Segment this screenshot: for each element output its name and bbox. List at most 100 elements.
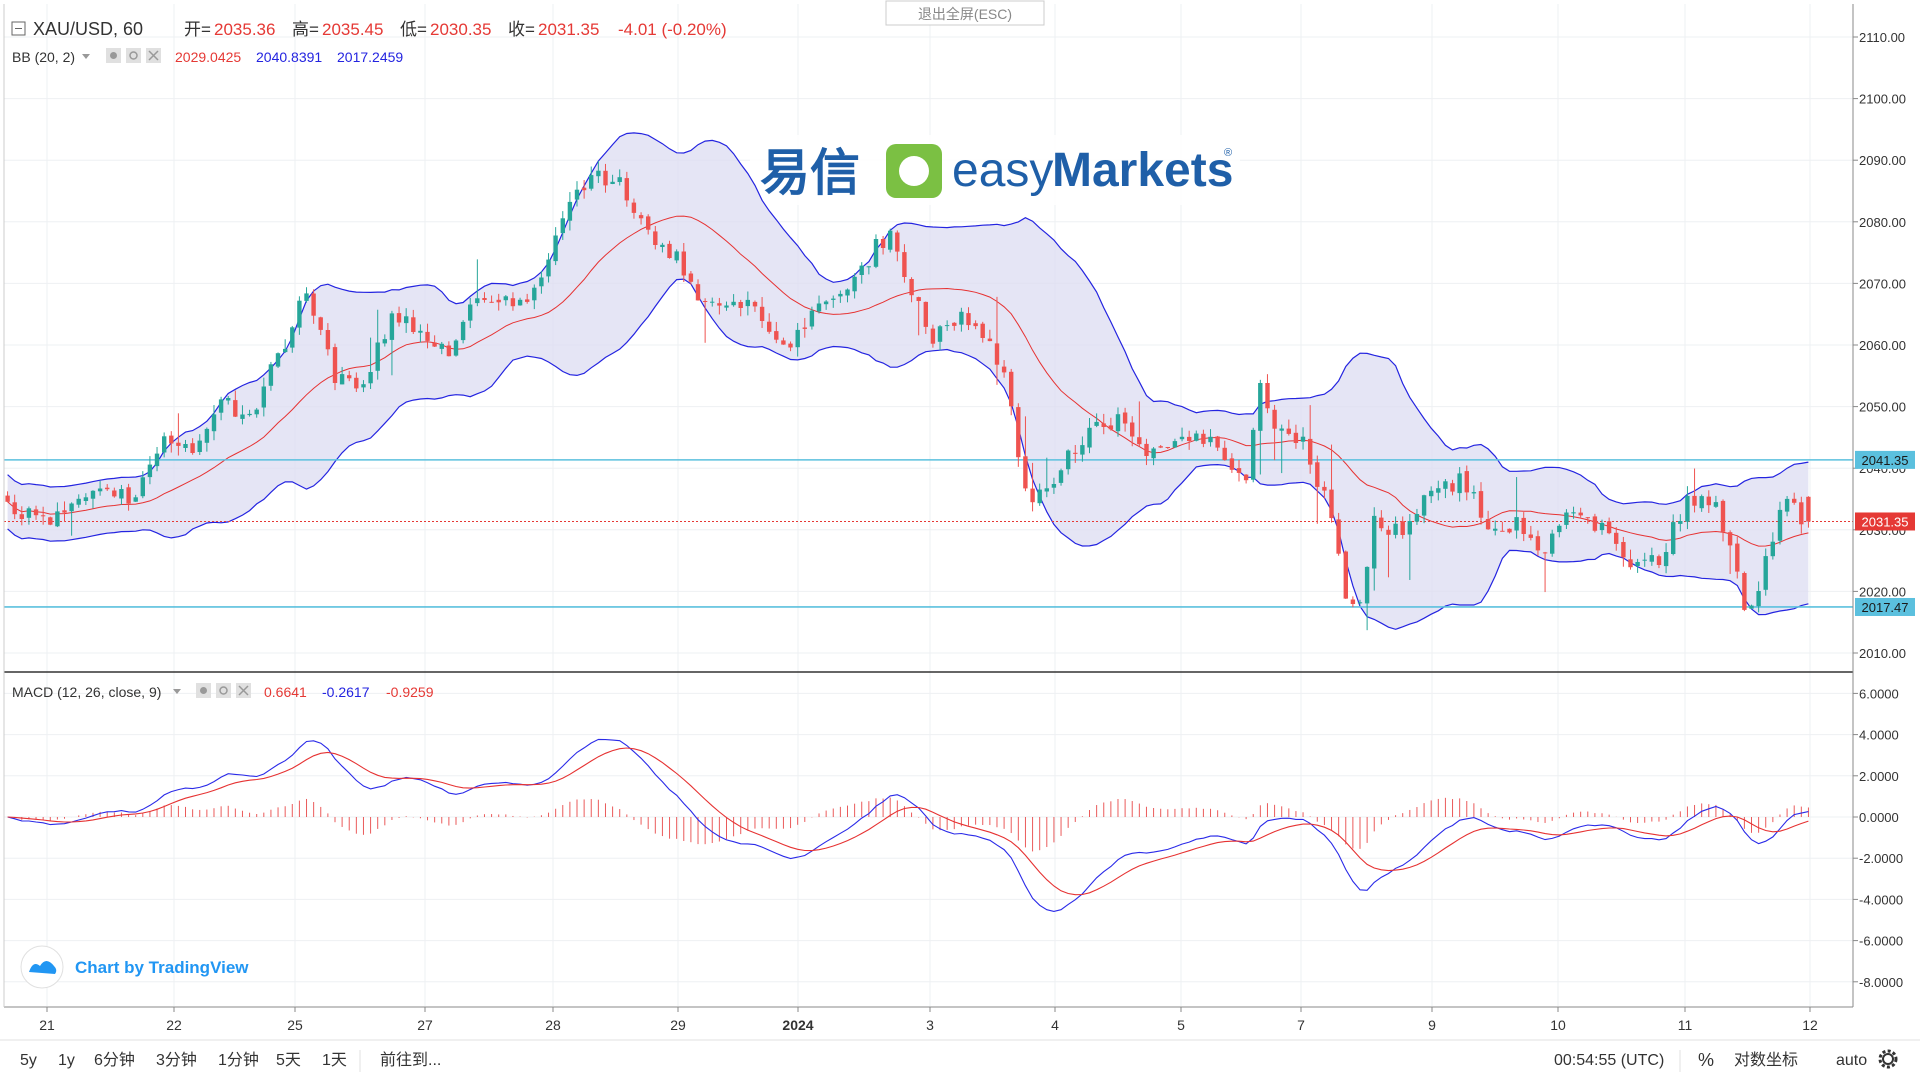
- candle[interactable]: [510, 292, 516, 311]
- candle[interactable]: [916, 296, 921, 336]
- candle[interactable]: [1592, 513, 1598, 533]
- candle[interactable]: [1001, 360, 1007, 378]
- candle[interactable]: [1713, 495, 1719, 508]
- candle[interactable]: [994, 296, 1000, 385]
- candle[interactable]: [1421, 494, 1427, 524]
- candle[interactable]: [653, 226, 658, 250]
- candle[interactable]: [1749, 604, 1754, 609]
- candle[interactable]: [1016, 403, 1021, 467]
- candle[interactable]: [1315, 455, 1320, 524]
- candle[interactable]: [112, 487, 117, 498]
- candle[interactable]: [1258, 379, 1263, 475]
- candle[interactable]: [1763, 548, 1768, 596]
- candle[interactable]: [1073, 445, 1078, 463]
- macd-settings-icon[interactable]: [216, 683, 231, 698]
- candle[interactable]: [339, 366, 345, 385]
- candle[interactable]: [767, 313, 772, 334]
- candle[interactable]: [90, 490, 96, 509]
- candle[interactable]: [1265, 374, 1270, 414]
- candle[interactable]: [1108, 417, 1114, 431]
- candle[interactable]: [909, 277, 914, 303]
- candle[interactable]: [482, 292, 487, 303]
- tradingview-credit-text[interactable]: Chart by TradingView: [75, 958, 249, 977]
- candle[interactable]: [1436, 480, 1441, 501]
- candle[interactable]: [1080, 436, 1085, 462]
- candle[interactable]: [1058, 468, 1064, 486]
- candle[interactable]: [1784, 496, 1790, 517]
- candle[interactable]: [475, 259, 480, 307]
- macd-axis[interactable]: 6.0000 4.0000 2.0000 0.0000 -2.0000 -4.0000 -6…: [1853, 686, 1903, 990]
- candle[interactable]: [233, 390, 238, 418]
- candle[interactable]: [1293, 424, 1299, 449]
- candle[interactable]: [1507, 528, 1512, 534]
- candle[interactable]: [1578, 507, 1583, 518]
- candle[interactable]: [154, 446, 160, 472]
- candle[interactable]: [546, 253, 551, 283]
- candle[interactable]: [76, 494, 81, 508]
- candle[interactable]: [1386, 525, 1391, 578]
- candle[interactable]: [1706, 490, 1711, 513]
- candle[interactable]: [831, 295, 836, 308]
- candle[interactable]: [738, 299, 743, 317]
- candle[interactable]: [638, 212, 644, 225]
- candle[interactable]: [980, 321, 985, 343]
- candle[interactable]: [937, 325, 943, 351]
- candle[interactable]: [1329, 444, 1334, 523]
- candle[interactable]: [1521, 512, 1526, 542]
- candle[interactable]: [190, 438, 195, 455]
- candle[interactable]: [1009, 368, 1014, 416]
- candle[interactable]: [1187, 430, 1192, 450]
- candle[interactable]: [411, 309, 416, 334]
- candle[interactable]: [503, 295, 508, 306]
- candle[interactable]: [1542, 551, 1548, 593]
- candle[interactable]: [823, 300, 829, 310]
- candle[interactable]: [902, 244, 907, 283]
- candle[interactable]: [895, 230, 900, 262]
- candle[interactable]: [1279, 424, 1284, 474]
- candle[interactable]: [1308, 405, 1313, 474]
- candle[interactable]: [1094, 413, 1099, 428]
- candle[interactable]: [26, 506, 32, 525]
- candle[interactable]: [724, 301, 729, 311]
- candle[interactable]: [1493, 520, 1498, 536]
- candle[interactable]: [453, 339, 459, 357]
- candle[interactable]: [1179, 427, 1185, 442]
- candle[interactable]: [197, 434, 202, 455]
- candle[interactable]: [1699, 494, 1704, 512]
- candle[interactable]: [702, 298, 708, 343]
- candle[interactable]: [525, 293, 530, 304]
- candle[interactable]: [446, 341, 452, 357]
- macd-indicator[interactable]: [7, 738, 1809, 912]
- candle[interactable]: [247, 409, 252, 417]
- candle[interactable]: [560, 211, 565, 240]
- candle[interactable]: [290, 325, 295, 353]
- candle[interactable]: [12, 494, 17, 520]
- exit-fullscreen-button[interactable]: 退出全屏(ESC): [885, 0, 1045, 26]
- candle[interactable]: [1165, 446, 1170, 449]
- exit-fullscreen-box[interactable]: [885, 0, 1045, 26]
- candle[interactable]: [695, 279, 701, 301]
- time-axis[interactable]: 21 22 25 27 28 29 2024 3 4 5 7 9 10 11 12: [39, 1007, 1818, 1033]
- candle[interactable]: [567, 192, 573, 231]
- candle[interactable]: [268, 361, 274, 391]
- candle[interactable]: [717, 297, 722, 315]
- candle[interactable]: [69, 502, 74, 536]
- candle[interactable]: [1500, 521, 1505, 532]
- candle[interactable]: [460, 320, 466, 344]
- horizontal-lines[interactable]: [4, 459, 1853, 608]
- candle[interactable]: [40, 506, 46, 525]
- candle[interactable]: [781, 337, 786, 345]
- candle[interactable]: [574, 181, 580, 207]
- candle[interactable]: [667, 240, 672, 259]
- candle[interactable]: [1585, 516, 1590, 524]
- candle[interactable]: [1571, 506, 1576, 519]
- candle[interactable]: [361, 380, 366, 393]
- candle[interactable]: [105, 484, 110, 491]
- candle[interactable]: [1443, 478, 1448, 499]
- candle[interactable]: [1535, 530, 1541, 556]
- candle[interactable]: [752, 300, 758, 312]
- candle[interactable]: [674, 249, 679, 264]
- candle[interactable]: [731, 294, 736, 307]
- range-6min[interactable]: 6分钟: [94, 1051, 135, 1069]
